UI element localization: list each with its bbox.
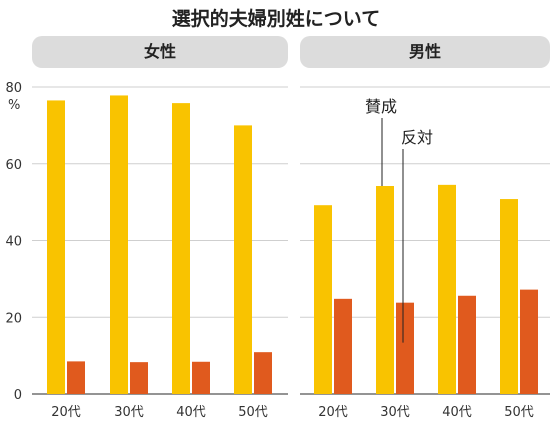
bar-oppose	[458, 295, 476, 394]
y-tick-label: 0	[14, 388, 22, 403]
y-tick-label: 80	[5, 81, 22, 96]
y-unit-label: %	[8, 98, 20, 113]
x-tick-label: 30代	[114, 405, 144, 420]
bar-support	[47, 100, 65, 395]
x-tick-label: 50代	[238, 405, 268, 420]
panel-header-female: 女性	[32, 36, 288, 68]
bar-support	[500, 199, 518, 394]
x-tick-label: 40代	[176, 405, 206, 420]
bar-oppose	[130, 362, 148, 394]
x-tick-label: 20代	[51, 405, 81, 420]
bar-support	[314, 205, 332, 394]
x-tick-label: 20代	[318, 405, 348, 420]
bar-oppose	[67, 361, 85, 394]
bar-oppose	[334, 298, 352, 394]
bar-support	[172, 103, 190, 395]
bar-oppose	[192, 361, 210, 394]
annotation-label: 賛成	[365, 97, 397, 116]
x-tick-label: 30代	[380, 405, 410, 420]
y-tick-label: 60	[5, 158, 22, 173]
chart-title: 選択的夫婦別姓について	[171, 8, 381, 30]
x-tick-label: 50代	[504, 405, 534, 420]
bar-oppose	[520, 289, 538, 394]
x-tick-label: 40代	[442, 405, 472, 420]
panel-header-male: 男性	[300, 36, 550, 68]
bar-oppose	[254, 352, 272, 394]
bar-support	[376, 186, 394, 394]
annotation-label: 反対	[401, 128, 433, 147]
bar-support	[110, 95, 128, 394]
y-tick-label: 40	[5, 235, 22, 250]
bar-support	[438, 184, 456, 394]
bar-support	[234, 125, 252, 394]
y-tick-label: 20	[5, 311, 22, 326]
bar-oppose	[396, 302, 414, 394]
